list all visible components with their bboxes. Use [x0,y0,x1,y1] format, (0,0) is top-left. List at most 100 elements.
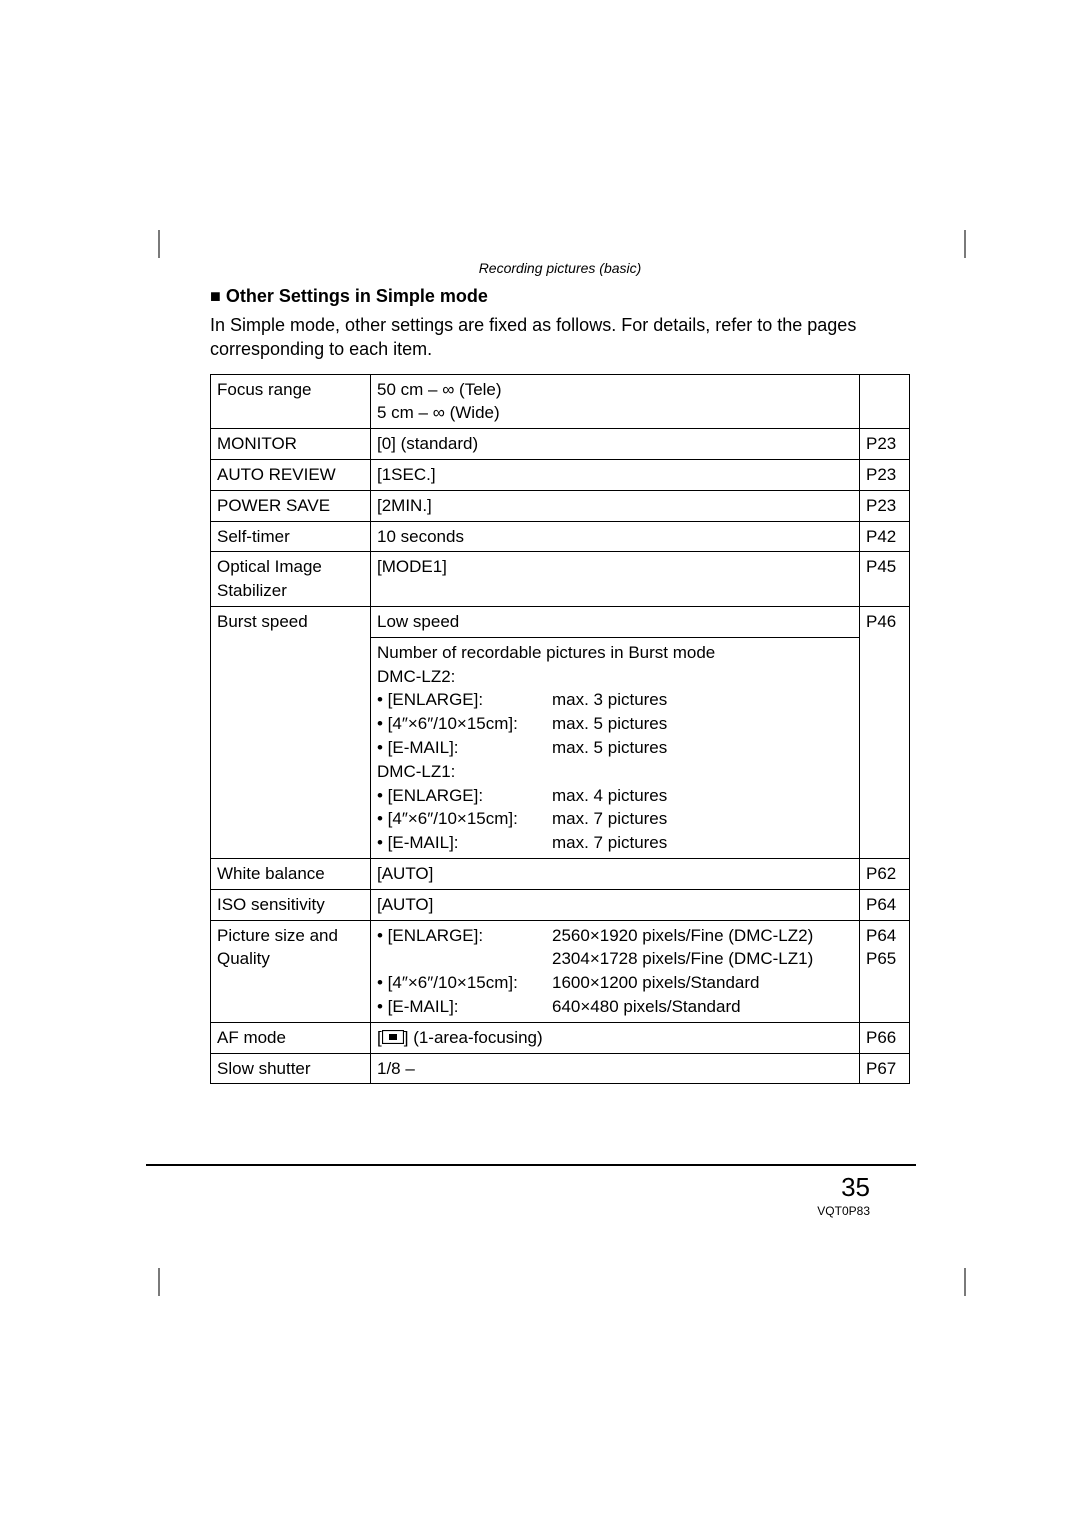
list-key: • [E-MAIL]: [377,736,552,760]
section-title: ■ Other Settings in Simple mode [210,286,910,307]
burst-list: • [ENLARGE]:max. 3 pictures • [4″×6″/10×… [377,688,853,759]
setting-value: [1SEC.] [371,459,860,490]
page-ref: P64 [860,889,910,920]
setting-name: White balance [211,858,371,889]
setting-value: [AUTO] [371,858,860,889]
setting-name: Self-timer [211,521,371,552]
list-val: max. 7 pictures [552,831,853,855]
list-item: • [ENLARGE]:max. 3 pictures [377,688,853,712]
content-area: Recording pictures (basic) ■ Other Setti… [210,260,910,1084]
table-row: Focus range 50 cm – ∞ (Tele) 5 cm – ∞ (W… [211,374,910,429]
setting-name: Picture size and Quality [211,920,371,1022]
list-val: 640×480 pixels/Standard [552,995,853,1019]
setting-name: ISO sensitivity [211,889,371,920]
setting-value: 1/8 – [371,1053,860,1084]
table-row: ISO sensitivity [AUTO] P64 [211,889,910,920]
list-val: max. 5 pictures [552,736,853,760]
list-val: max. 3 pictures [552,688,853,712]
setting-name: Focus range [211,374,371,429]
crop-mark [964,230,966,258]
list-item: • [4″×6″/10×15cm]:max. 7 pictures [377,807,853,831]
setting-value: Low speed [371,606,860,637]
setting-value: [AUTO] [371,889,860,920]
table-row: AF mode [] (1-area-focusing) P66 [211,1022,910,1053]
setting-value: [MODE1] [371,552,860,607]
settings-table: Focus range 50 cm – ∞ (Tele) 5 cm – ∞ (W… [210,374,910,1085]
page: Recording pictures (basic) ■ Other Setti… [0,0,1080,1526]
list-key: • [ENLARGE]: [377,688,552,712]
setting-value: 50 cm – ∞ (Tele) 5 cm – ∞ (Wide) [371,374,860,429]
section-header: Recording pictures (basic) [210,260,910,276]
table-row: MONITOR [0] (standard) P23 [211,429,910,460]
page-ref: P67 [860,1053,910,1084]
list-item: 2304×1728 pixels/Fine (DMC-LZ1) [377,947,853,971]
value-line: 5 cm – ∞ (Wide) [377,401,853,425]
af-area-icon [382,1030,404,1044]
table-row: AUTO REVIEW [1SEC.] P23 [211,459,910,490]
page-ref: P23 [860,429,910,460]
list-item: • [ENLARGE]:max. 4 pictures [377,784,853,808]
list-key: • [4″×6″/10×15cm]: [377,807,552,831]
setting-name: POWER SAVE [211,490,371,521]
setting-name: AF mode [211,1022,371,1053]
table-row: Picture size and Quality • [ENLARGE]:256… [211,920,910,1022]
setting-value: [0] (standard) [371,429,860,460]
list-item: • [E-MAIL]:640×480 pixels/Standard [377,995,853,1019]
crop-mark [964,1268,966,1296]
setting-name: MONITOR [211,429,371,460]
list-val: 2304×1728 pixels/Fine (DMC-LZ1) [552,947,853,971]
burst-model: DMC-LZ1: [377,760,853,784]
setting-name: Slow shutter [211,1053,371,1084]
list-val: 1600×1200 pixels/Standard [552,971,853,995]
setting-value: [2MIN.] [371,490,860,521]
setting-name: AUTO REVIEW [211,459,371,490]
value-line: 50 cm – ∞ (Tele) [377,378,853,402]
list-item: • [4″×6″/10×15cm]:1600×1200 pixels/Stand… [377,971,853,995]
list-val: max. 7 pictures [552,807,853,831]
burst-detail-cell: Number of recordable pictures in Burst m… [371,637,860,858]
af-mode-text: (1-area-focusing) [408,1028,542,1047]
list-item: • [E-MAIL]:max. 5 pictures [377,736,853,760]
table-row: Optical Image Stabilizer [MODE1] P45 [211,552,910,607]
page-ref-line: P64 [866,924,903,948]
footer-rule [146,1164,916,1166]
page-ref: P45 [860,552,910,607]
page-ref: P42 [860,521,910,552]
list-val: 2560×1920 pixels/Fine (DMC-LZ2) [552,924,853,948]
setting-name: Burst speed [211,606,371,858]
list-val: max. 4 pictures [552,784,853,808]
list-key: • [E-MAIL]: [377,831,552,855]
page-ref: P23 [860,459,910,490]
crop-mark [158,1268,160,1296]
intro-text: In Simple mode, other settings are fixed… [210,313,910,362]
list-key: • [4″×6″/10×15cm]: [377,971,552,995]
list-item: • [ENLARGE]:2560×1920 pixels/Fine (DMC-L… [377,924,853,948]
table-row-burst-top: Burst speed Low speed P46 [211,606,910,637]
list-key [377,947,552,971]
list-key: • [4″×6″/10×15cm]: [377,712,552,736]
picsize-list: • [ENLARGE]:2560×1920 pixels/Fine (DMC-L… [377,924,853,1019]
page-ref: P46 [860,606,910,858]
page-number: 35 [841,1172,870,1203]
crop-mark [158,230,160,258]
setting-value: [] (1-area-focusing) [371,1022,860,1053]
page-ref: P62 [860,858,910,889]
page-ref: P23 [860,490,910,521]
burst-model: DMC-LZ2: [377,665,853,689]
setting-name: Optical Image Stabilizer [211,552,371,607]
page-ref: P64 P65 [860,920,910,1022]
list-item: • [4″×6″/10×15cm]:max. 5 pictures [377,712,853,736]
table-row: White balance [AUTO] P62 [211,858,910,889]
list-key: • [ENLARGE]: [377,924,552,948]
list-key: • [ENLARGE]: [377,784,552,808]
burst-heading: Number of recordable pictures in Burst m… [377,641,853,665]
page-ref [860,374,910,429]
doc-code: VQT0P83 [817,1204,870,1218]
list-val: max. 5 pictures [552,712,853,736]
list-item: • [E-MAIL]:max. 7 pictures [377,831,853,855]
table-row: Slow shutter 1/8 – P67 [211,1053,910,1084]
page-ref-line: P65 [866,947,903,971]
table-row: POWER SAVE [2MIN.] P23 [211,490,910,521]
list-key: • [E-MAIL]: [377,995,552,1019]
burst-list: • [ENLARGE]:max. 4 pictures • [4″×6″/10×… [377,784,853,855]
